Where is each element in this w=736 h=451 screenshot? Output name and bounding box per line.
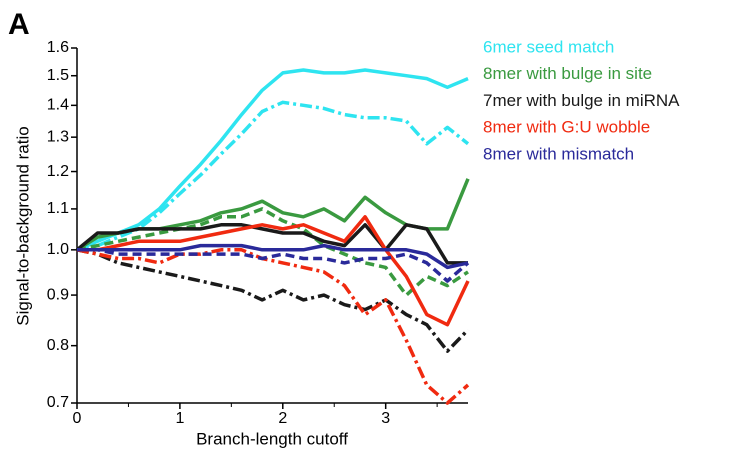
- x-tick-label: 2: [278, 410, 287, 427]
- y-tick-label: 0.8: [47, 337, 69, 354]
- panel-label: A: [8, 8, 30, 41]
- legend-entry: 8mer with G:U wobble: [483, 118, 650, 137]
- series-line: [76, 100, 470, 252]
- x-axis-label: Branch-length cutoff: [196, 429, 348, 448]
- y-tick-label: 0.7: [47, 394, 69, 411]
- legend-entry: 7mer with bulge in miRNA: [483, 91, 680, 110]
- legend-entry: 8mer with mismatch: [483, 144, 634, 163]
- y-tick-label: 1.0: [47, 241, 69, 258]
- y-tick-label: 1.6: [47, 39, 69, 56]
- y-tick-label: 1.2: [47, 163, 69, 180]
- y-axis-label: Signal-to-background ratio: [13, 126, 32, 325]
- legend-entry: 6mer seed match: [483, 37, 614, 56]
- series-line: [76, 248, 470, 405]
- x-tick-label: 0: [73, 410, 82, 427]
- y-tick-label: 0.9: [47, 286, 69, 303]
- series-line: [77, 248, 470, 283]
- y-tick-label: 1.1: [47, 200, 69, 217]
- y-tick-label: 1.3: [47, 128, 69, 145]
- x-tick-label: 3: [381, 410, 390, 427]
- x-tick-label: 1: [175, 410, 184, 427]
- series-line: [76, 68, 469, 252]
- series-line: [76, 207, 469, 297]
- y-tick-label: 1.5: [47, 67, 69, 84]
- series-line: [75, 223, 468, 265]
- legend-entry: 8mer with bulge in site: [483, 64, 652, 83]
- series-line: [77, 215, 470, 327]
- series-line: [77, 243, 469, 270]
- y-tick-label: 1.4: [47, 97, 69, 114]
- series-line: [76, 248, 470, 353]
